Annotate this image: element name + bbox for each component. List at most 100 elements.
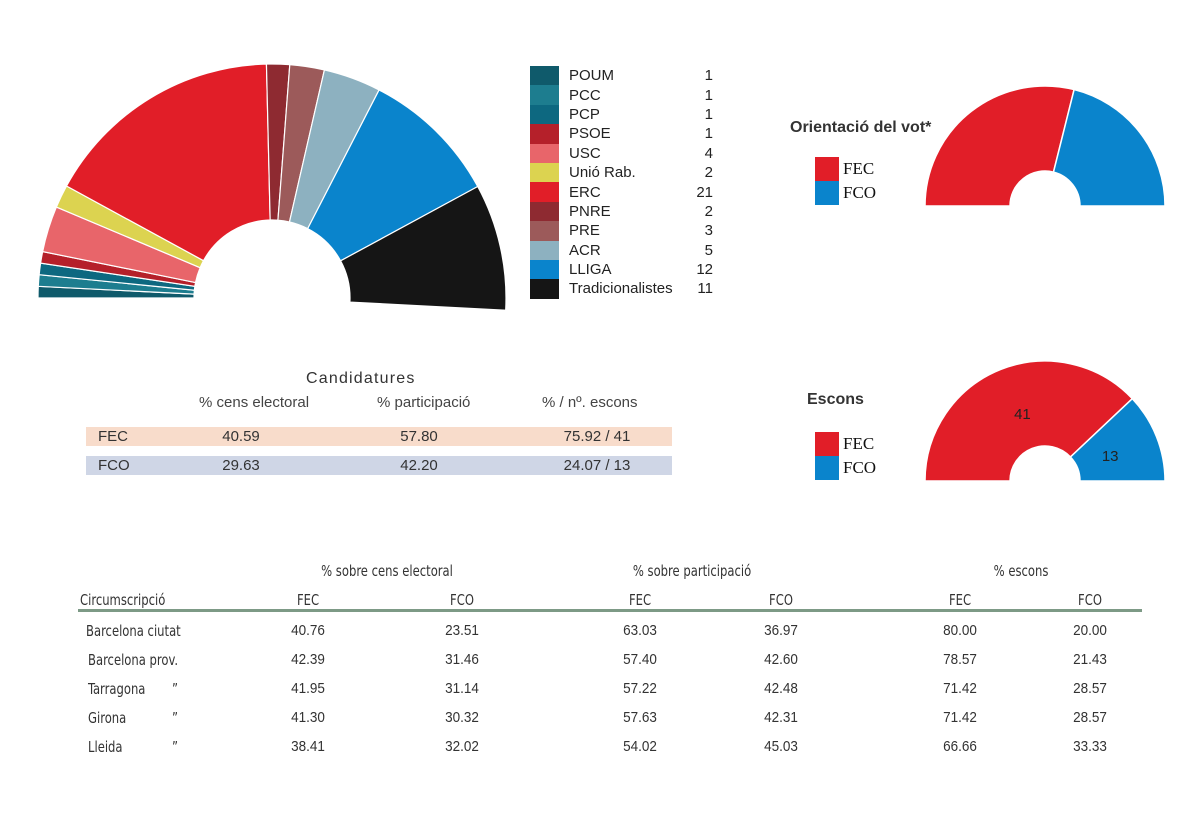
candidatures-row: FCO 29.63 42.20 24.07 / 13: [86, 456, 672, 475]
slice-erc: [65, 63, 271, 262]
legend-value: 5: [704, 241, 713, 259]
cell-value: 57.40: [623, 651, 657, 668]
legend-value: 11: [697, 280, 713, 298]
slice-tradicionalistes: [339, 185, 507, 310]
fco-swatch: [815, 456, 839, 480]
ditto-mark: ”: [172, 709, 179, 727]
cell-value: 20.00: [1073, 622, 1107, 639]
fec-swatch: [815, 432, 839, 456]
cell-value: 40.59: [222, 428, 260, 445]
legend-item: PSOE 1: [530, 124, 720, 144]
slice-fco: [1069, 397, 1166, 482]
cell-value: 57.22: [623, 680, 657, 697]
seats-small-legend: FEC FCO: [815, 432, 876, 480]
legend-swatch: [530, 162, 559, 183]
legend-swatch: [530, 279, 559, 299]
group-header: % sobre cens electoral: [321, 562, 453, 580]
legend-swatch: [530, 201, 559, 222]
ditto-mark: ”: [172, 680, 179, 698]
col-header-fco: FCO: [1078, 591, 1102, 609]
header-rule: [78, 609, 1142, 612]
fec-swatch: [815, 157, 839, 181]
legend-label: ACR: [569, 241, 601, 259]
orientation-half-donut-chart: [924, 85, 1166, 207]
cell-value: 32.02: [445, 738, 479, 755]
legend-value: 1: [704, 125, 713, 143]
cell-value: 66.66: [943, 738, 977, 755]
cell-value: 23.51: [445, 622, 479, 639]
cell-value: 57.63: [623, 709, 657, 726]
col-header-cens: % cens electoral: [199, 394, 310, 411]
legend-swatch: [530, 259, 559, 280]
legend-value: 2: [704, 202, 713, 220]
cell-value: 42.20: [400, 457, 438, 474]
legend-swatch: [530, 124, 559, 144]
cell-value: 71.42: [943, 680, 977, 697]
cell-value: 29.63: [222, 457, 260, 474]
cell-value: 30.32: [445, 709, 479, 726]
cell-value: 42.31: [764, 709, 798, 726]
group-header: % sobre participació: [632, 562, 752, 580]
legend-swatch: [530, 143, 559, 163]
slice-fec: [924, 360, 1134, 482]
col-header-fec: FEC: [628, 591, 652, 609]
fco-label: FCO: [843, 458, 877, 477]
legend-item-fec: FEC: [815, 432, 876, 456]
seats-half-donut-chart: [37, 63, 507, 310]
data-label: 13: [1102, 448, 1119, 465]
cell-value: 42.39: [291, 651, 325, 668]
cell-value: 36.97: [764, 622, 798, 639]
legend-swatch: [530, 66, 559, 86]
cell-value: 45.03: [764, 738, 798, 755]
legend-item: PRE 3: [530, 221, 720, 241]
col-header-fco: FCO: [769, 591, 793, 609]
cell-value: 38.41: [291, 738, 325, 755]
legend-label: POUM: [569, 67, 614, 85]
legend-swatch: [530, 104, 559, 125]
ditto-mark: ”: [172, 738, 179, 756]
legend-item: PCP 1: [530, 104, 720, 125]
col-header-fec: FEC: [296, 591, 320, 609]
legend-label: USC: [569, 144, 601, 162]
legend-item-fco: FCO: [815, 181, 876, 205]
slice-fec: [924, 85, 1076, 207]
legend-item: USC 4: [530, 143, 720, 163]
col-header-circumscripcio: Circumscripció: [80, 591, 166, 609]
cell-value: 54.02: [623, 738, 657, 755]
col-header-escons: % / nº. escons: [542, 394, 638, 411]
cell-value: 42.60: [764, 651, 798, 668]
legend-value: 2: [704, 164, 713, 182]
fec-label: FEC: [843, 159, 875, 178]
legend-label: PCP: [569, 105, 600, 123]
col-header-fco: FCO: [450, 591, 474, 609]
legend-item: LLIGA 12: [530, 259, 720, 280]
row-label: Barcelona ciutat: [86, 622, 181, 640]
cell-value: 41.95: [291, 680, 325, 697]
legend-item: Tradicionalistes 11: [530, 279, 720, 299]
slice-fco: [1052, 88, 1166, 207]
legend-label: Tradicionalistes: [569, 280, 673, 298]
legend-item-fec: FEC: [815, 157, 876, 181]
legend-label: PRE: [569, 222, 600, 240]
col-header-participacio: % participació: [377, 394, 471, 411]
cell-value: 24.07 / 13: [563, 457, 631, 474]
legend-swatch: [530, 240, 559, 260]
cell-value: 40.76: [291, 622, 325, 639]
legend-swatch: [530, 85, 559, 105]
group-header: % escons: [993, 562, 1049, 580]
legend-swatch: [530, 182, 559, 202]
fec-label: FEC: [843, 434, 875, 453]
legend-item: ACR 5: [530, 240, 720, 260]
legend-value: 4: [704, 144, 713, 162]
data-label: 41: [1014, 406, 1031, 423]
legend-value: 3: [704, 222, 713, 240]
legend-label: PCC: [569, 86, 601, 104]
fco-label: FCO: [843, 183, 877, 202]
legend-item: PCC 1: [530, 85, 720, 105]
legend-item-fco: FCO: [815, 456, 876, 480]
cell-value: 33.33: [1073, 738, 1107, 755]
row-label: FEC: [98, 428, 128, 445]
cell-value: 71.42: [943, 709, 977, 726]
legend-label: Unió Rab.: [569, 164, 636, 182]
legend-label: PSOE: [569, 125, 611, 143]
